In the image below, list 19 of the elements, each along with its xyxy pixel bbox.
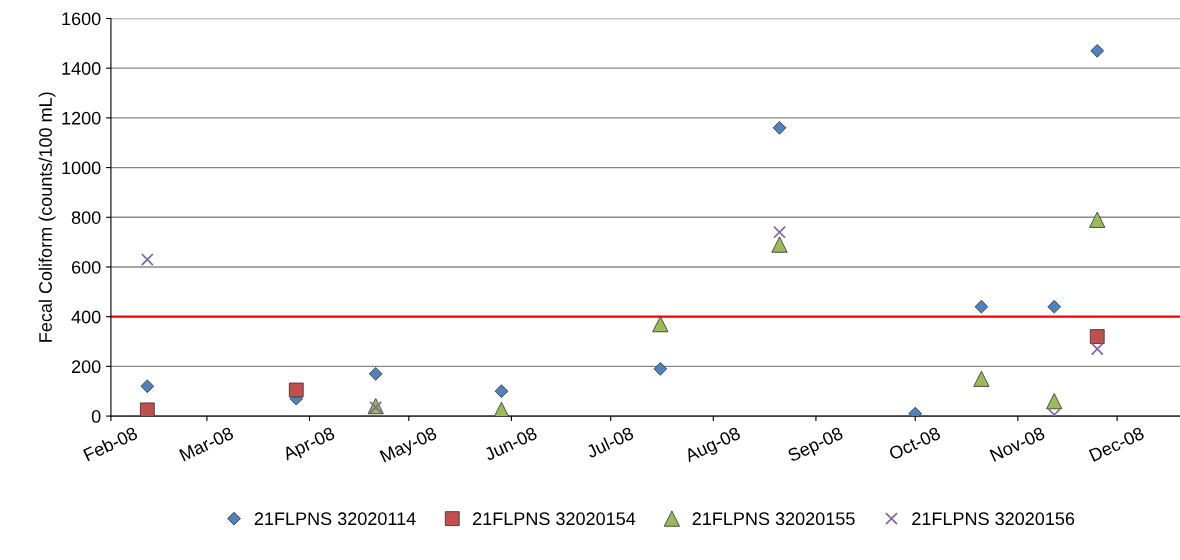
y-axis-title: Fecal Coliform (counts/100 mL) [38,92,56,342]
y-tick-label: 800 [71,211,101,224]
y-tick-label: 600 [71,260,101,274]
y-tick-label: 1400 [62,62,101,75]
y-tick-label: 200 [71,360,101,374]
y-tick-label: 1000 [62,161,101,175]
legend-label: 21FLPNS 32020114 [254,512,416,526]
point [288,382,304,398]
point [1090,342,1104,356]
point [140,253,154,266]
legend-label: 21FLPNS 32020154 [473,512,636,526]
legend-label: 21FLPNS 32020156 [912,512,1075,526]
legend-label: 21FLPNS 32020155 [692,512,855,526]
y-tick-label: 0 [91,410,101,423]
point [139,402,155,417]
y-tick-label: 400 [71,310,101,324]
point [773,225,786,239]
y-tick-label: 1600 [62,12,101,26]
y-tick-label: 1200 [62,111,101,125]
